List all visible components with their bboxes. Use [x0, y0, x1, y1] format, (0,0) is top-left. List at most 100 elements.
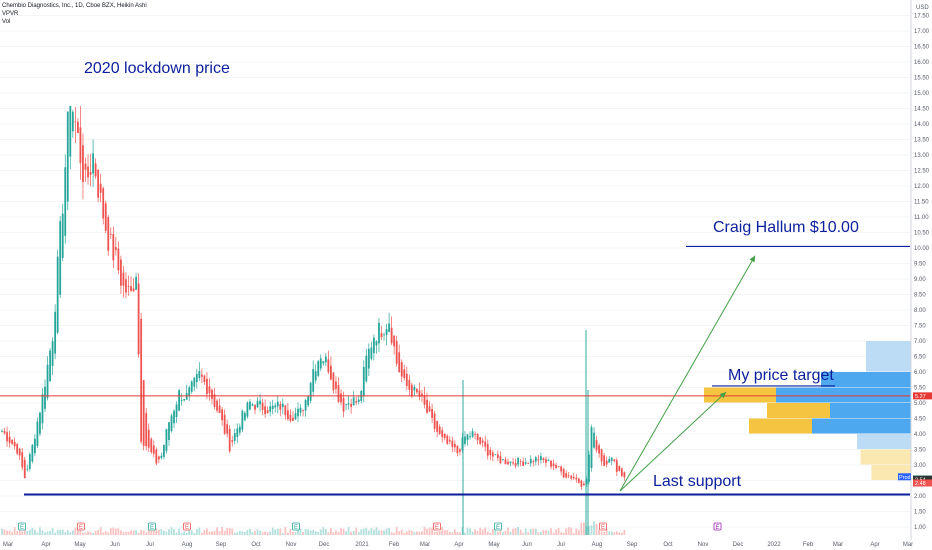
candle: [178, 388, 180, 411]
candle-body: [21, 452, 24, 468]
earnings-marker[interactable]: E: [494, 522, 502, 531]
candle-body: [502, 459, 504, 460]
volume-bar: [120, 530, 122, 535]
candle-body: [608, 459, 611, 463]
candle-body: [464, 436, 466, 444]
candle-body: [466, 434, 469, 441]
candle: [208, 378, 211, 401]
candle-body: [112, 233, 115, 261]
candle-body: [504, 459, 507, 465]
earnings-marker[interactable]: E: [18, 522, 26, 531]
candle: [145, 408, 148, 451]
volume-bar: [400, 529, 403, 535]
earnings-marker[interactable]: E: [183, 522, 191, 531]
candle: [256, 397, 259, 408]
candle: [135, 272, 137, 290]
candle-body: [276, 401, 279, 407]
earnings-marker-future[interactable]: E: [713, 522, 722, 531]
candle: [213, 387, 216, 410]
candle-body: [603, 455, 606, 466]
candle: [550, 460, 552, 470]
volume-bar: [567, 527, 570, 535]
y-tick-label: 16.00: [914, 60, 930, 66]
volume-bar: [380, 530, 383, 535]
earnings-marker[interactable]: E: [292, 522, 300, 531]
volume-bar: [600, 531, 603, 535]
candle: [552, 459, 555, 470]
candle: [264, 399, 267, 418]
candle-body: [312, 369, 315, 392]
candle: [352, 391, 355, 406]
candle-body: [436, 421, 439, 432]
candle-body: [173, 410, 175, 424]
volume-bar: [431, 527, 433, 535]
candle: [18, 447, 21, 461]
volume-bar: [271, 527, 274, 535]
lockdown-price-label: 2020 lockdown price: [84, 60, 230, 77]
volume-bar: [469, 528, 471, 535]
volume-bar: [261, 532, 264, 535]
x-tick-label: Nov: [286, 542, 297, 548]
earnings-marker[interactable]: E: [599, 522, 607, 531]
volume-profile-row: [749, 418, 911, 434]
volume-bar: [286, 532, 289, 535]
volume-bar: [135, 530, 137, 535]
candle-body: [517, 457, 520, 465]
volume-bar: [608, 531, 611, 535]
volume-bar: [21, 531, 24, 535]
last-support-label: Last support: [653, 473, 742, 490]
volume-bar: [137, 532, 140, 535]
candle-body: [433, 413, 436, 429]
candle-body: [180, 400, 183, 401]
volume-bar: [314, 531, 317, 535]
candle-body: [157, 456, 160, 460]
candle-body: [552, 463, 555, 467]
candle: [562, 467, 565, 479]
volume-bar: [69, 532, 72, 535]
candle-body: [489, 449, 492, 456]
candle: [289, 409, 292, 423]
volume-bar: [309, 530, 312, 535]
volume-bar: [302, 532, 304, 535]
volume-bar: [251, 532, 254, 535]
candle-body: [537, 459, 540, 461]
candle-body: [231, 440, 234, 442]
candle: [423, 386, 426, 409]
candle-body: [577, 478, 580, 483]
candle: [585, 476, 588, 488]
candle-body: [593, 432, 595, 448]
candle-body: [233, 433, 236, 441]
volume-bar: [198, 527, 201, 535]
volume-bar: [491, 529, 494, 535]
candle: [408, 375, 411, 396]
candles-layer: [1, 105, 626, 490]
candle: [271, 399, 274, 415]
candle: [542, 457, 545, 463]
volume-bar: [327, 532, 330, 535]
candle: [125, 272, 127, 299]
volume-bar: [8, 530, 11, 535]
candle: [317, 359, 320, 377]
earnings-marker[interactable]: E: [148, 522, 156, 531]
candle: [79, 105, 82, 180]
y-tick-label: 8.00: [914, 308, 926, 314]
volume-bar: [317, 531, 320, 535]
prod-badge: Prod: [898, 473, 911, 481]
volume-bar: [405, 531, 408, 535]
earnings-marker[interactable]: E: [77, 522, 85, 531]
volume-bar: [479, 527, 482, 535]
volume-bar: [142, 530, 145, 535]
candle-body: [140, 318, 143, 442]
candle-body: [292, 417, 294, 421]
candle-body: [418, 390, 421, 397]
candle: [335, 376, 337, 395]
candle: [31, 444, 34, 464]
candle: [603, 452, 606, 466]
candle-body: [183, 399, 186, 401]
volume-bar: [532, 528, 535, 535]
candle-body: [269, 406, 272, 412]
candle-body: [198, 371, 201, 379]
earnings-marker[interactable]: E: [433, 522, 441, 531]
candle-body: [613, 459, 616, 461]
